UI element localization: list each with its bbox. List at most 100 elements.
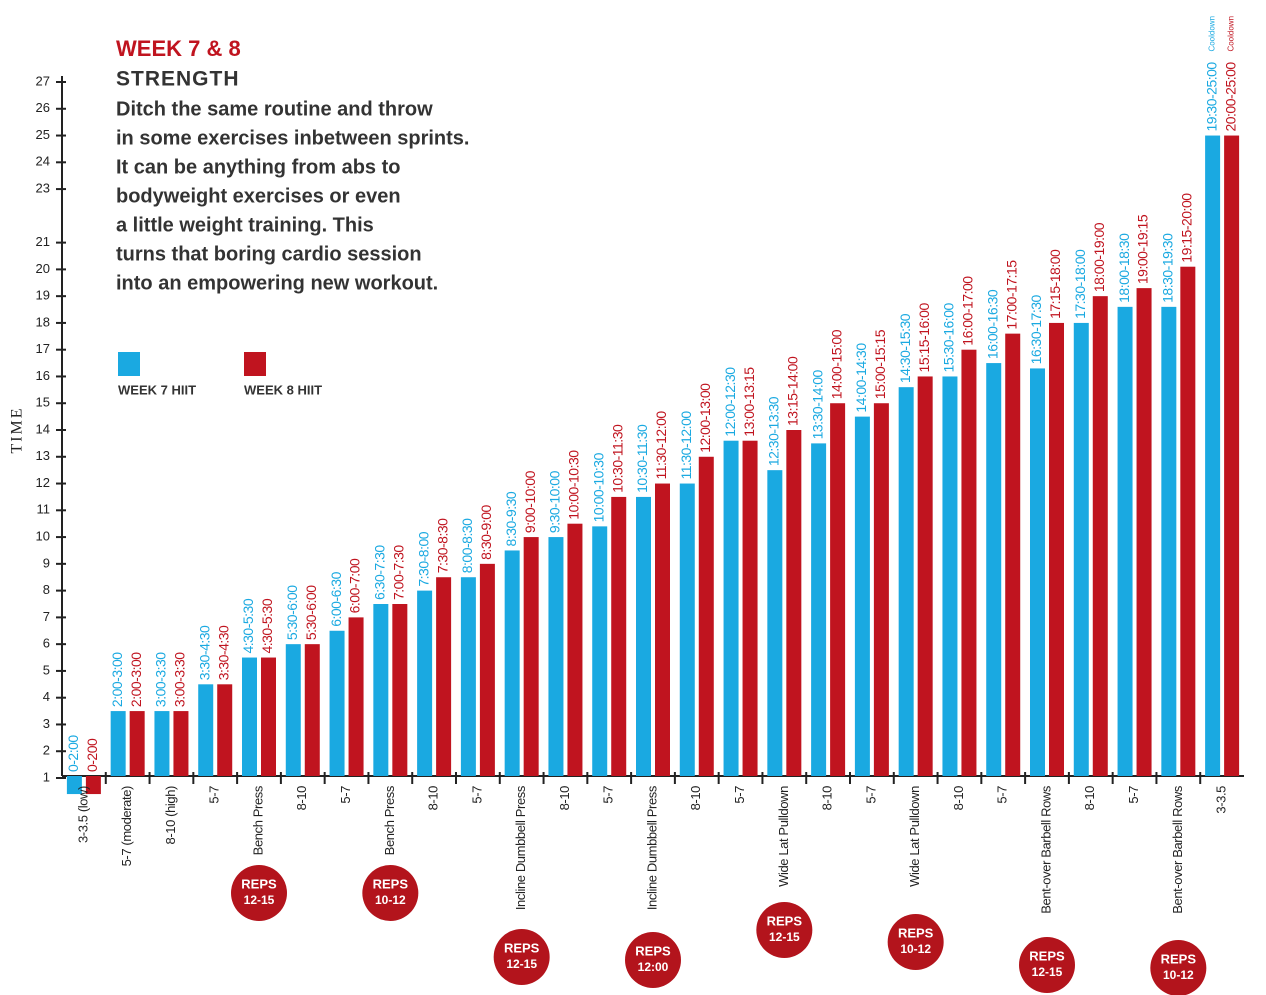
bar [1224, 135, 1240, 777]
bar [348, 617, 364, 776]
description-line: turns that boring cardio session [116, 243, 422, 265]
bar [436, 577, 452, 776]
value-label: 2:00-3:00 [109, 652, 125, 707]
bar [392, 604, 408, 776]
bar [1049, 322, 1064, 776]
x-tick-label: 5-7 [995, 786, 1010, 804]
value-label: 10:00-10:30 [566, 450, 582, 520]
value-label: 4:30-5:30 [240, 598, 256, 653]
x-tick-label: 8-10 [820, 786, 835, 811]
reps-badge-value: 12-15 [506, 957, 537, 971]
y-tick-label: 3 [43, 716, 50, 731]
bar [304, 644, 320, 776]
bar [767, 470, 783, 776]
value-label: 8:30-9:30 [503, 491, 519, 546]
value-label: 16:30-17:30 [1028, 294, 1044, 364]
x-tick-label: 5-7 [469, 786, 484, 804]
reps-badge-value: 12-15 [1032, 965, 1063, 979]
value-label: 16:00-17:00 [960, 276, 976, 346]
bar [636, 496, 651, 776]
reps-badge [362, 865, 419, 921]
value-label: 17:15-18:00 [1047, 249, 1063, 319]
bar [854, 416, 870, 776]
bar [917, 376, 933, 776]
y-tick-label: 18 [36, 314, 50, 329]
x-tick-label: 5-7 [1126, 786, 1141, 804]
bar [285, 644, 301, 776]
value-label: 13:30-14:00 [809, 369, 825, 439]
bar [723, 440, 739, 776]
bar [548, 537, 564, 776]
description-line: a little weight training. This [116, 214, 374, 236]
description-line: into an empowering new workout. [116, 272, 438, 294]
value-label: 6:00-7:00 [347, 558, 363, 613]
bar [85, 776, 101, 795]
y-tick-label: 11 [37, 502, 51, 517]
reps-badge-title: REPS [373, 876, 409, 891]
value-label: 18:30-19:30 [1160, 233, 1176, 303]
value-label: 13:15-14:00 [785, 356, 801, 426]
legend-swatch [244, 352, 266, 376]
value-label: 3:30-4:30 [196, 625, 212, 680]
reps-badge-value: 10-12 [1163, 968, 1194, 982]
value-label: 3:30-4:30 [215, 625, 231, 680]
value-label: 0-200 [84, 738, 100, 772]
bar [217, 684, 233, 776]
bar [961, 349, 977, 776]
bar [655, 483, 670, 776]
y-tick-label: 26 [36, 100, 50, 115]
value-label: 8:00-8:30 [459, 518, 475, 573]
bar [1030, 368, 1045, 776]
bar [1180, 266, 1196, 776]
x-tick-label: Incline Dumbbell Press [644, 785, 659, 910]
y-tick-label: 19 [36, 288, 50, 303]
bar [873, 403, 889, 776]
value-label: 11:30-12:00 [678, 411, 694, 480]
reps-badge-title: REPS [1161, 951, 1197, 966]
bar [173, 711, 189, 776]
x-tick-label: 5-7 [863, 786, 878, 804]
y-tick-label: 5 [43, 662, 50, 677]
value-label: 6:30-7:30 [372, 545, 388, 600]
bar [786, 430, 802, 776]
chart-title: WEEK 7 & 8 [116, 36, 241, 61]
value-label: 20:00-25:00 [1222, 62, 1238, 132]
bar [742, 440, 758, 776]
bar [110, 711, 126, 776]
bar [1136, 288, 1152, 776]
value-label: 17:30-18:00 [1072, 249, 1088, 319]
x-tick-label: Bench Press [250, 785, 265, 855]
bar [460, 577, 476, 776]
bar [154, 711, 170, 776]
y-tick-label: 15 [36, 395, 50, 410]
bar [1092, 296, 1108, 776]
y-tick-label: 4 [43, 689, 50, 704]
value-label: 11:30-12:00 [653, 411, 669, 480]
x-tick-label: Wide Lat Pulldown [776, 786, 791, 887]
bar [1205, 135, 1221, 777]
y-tick-label: 24 [36, 154, 50, 169]
reps-badge-value: 12-15 [769, 930, 800, 944]
value-label: 10:30-11:30 [634, 424, 650, 493]
bar [986, 363, 1002, 776]
bar [942, 376, 958, 776]
value-label: 14:30-15:30 [897, 313, 913, 383]
x-tick-label: Bench Press [382, 785, 397, 855]
bar [1005, 333, 1021, 776]
x-tick-label: 5-7 [601, 786, 616, 804]
value-label: 7:30-8:30 [434, 518, 450, 573]
y-tick-label: 14 [36, 421, 50, 436]
bar [611, 496, 627, 776]
value-label: 15:15-16:00 [916, 303, 932, 373]
bar [1073, 322, 1089, 776]
value-label: 15:00-15:15 [872, 329, 888, 399]
reps-badge [1150, 940, 1207, 995]
bar [261, 657, 276, 776]
y-tick-label: 27 [36, 73, 50, 88]
x-tick-label: Bent-over Barbell Rows [1038, 785, 1053, 914]
value-label: 10:30-11:30 [609, 424, 625, 493]
value-label: 4:30-5:30 [259, 598, 275, 653]
bar [1117, 306, 1133, 776]
cooldown-note: Cooldown [1208, 16, 1217, 52]
x-tick-label: Wide Lat Pulldown [907, 786, 922, 887]
